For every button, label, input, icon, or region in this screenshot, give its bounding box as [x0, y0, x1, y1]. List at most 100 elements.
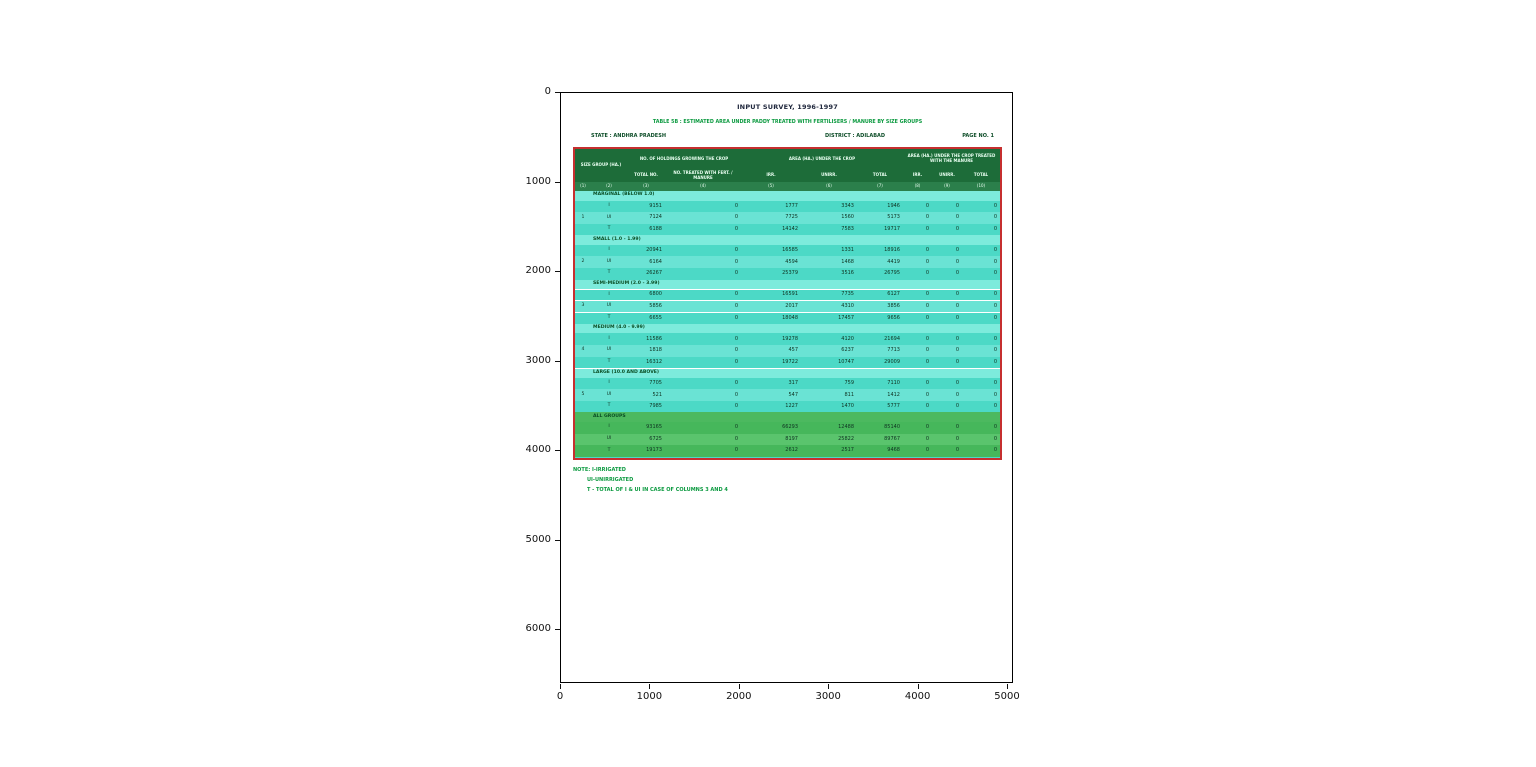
value-cell: 0 [665, 288, 741, 301]
size-group-label: MARGINAL (BELOW 1.0) [591, 191, 1000, 201]
value-cell: 0 [932, 256, 962, 268]
value-cell: 0 [903, 288, 932, 301]
value-cell: 0 [665, 256, 741, 268]
value-cell: 25822 [801, 433, 857, 446]
serial-cell: 4 [575, 344, 591, 357]
value-cell: 9656 [857, 311, 903, 324]
value-cell: 0 [903, 200, 932, 213]
table-header-cell: TOTAL NO. [627, 169, 665, 182]
size-group-table: SIZE GROUP (HA.) NO. OF HOLDINGS GROWING … [575, 149, 1000, 457]
irrigation-code-cell: UI [591, 433, 627, 446]
serial-cell [575, 377, 591, 390]
value-cell: 6127 [857, 288, 903, 301]
serial-cell [575, 200, 591, 213]
table-header-row: TOTAL NO. NO. TREATED WITH FERT. / MANURE… [575, 169, 1000, 182]
value-cell: 16585 [741, 244, 801, 257]
value-cell: 18916 [857, 244, 903, 257]
value-cell: 0 [903, 244, 932, 257]
irrigation-code-cell: I [591, 377, 627, 390]
value-cell: 0 [962, 223, 1000, 236]
value-cell: 2017 [741, 300, 801, 313]
table-header-cell: NO. TREATED WITH FERT. / MANURE [665, 169, 741, 182]
value-cell: 0 [903, 400, 932, 413]
value-cell: 0 [903, 445, 932, 457]
value-cell: 0 [665, 212, 741, 224]
irrigation-code-cell: T [591, 223, 627, 236]
irrigation-code-cell: T [591, 445, 627, 457]
footnote-line: UI-UNIRRIGATED [587, 477, 634, 483]
serial-cell [575, 445, 591, 457]
serial-cell: 2 [575, 256, 591, 268]
table-header-cell: IRR. [741, 169, 801, 182]
table-header-cell: (5) [741, 182, 801, 191]
value-cell: 0 [903, 356, 932, 369]
table-header-cell: TOTAL [857, 169, 903, 182]
serial-cell [575, 288, 591, 301]
plot-axes: INPUT SURVEY, 1996-1997 TABLE 5B : ESTIM… [560, 92, 1013, 683]
irrigation-code-cell: I [591, 288, 627, 301]
serial-cell [575, 400, 591, 413]
x-tick-label: 0 [556, 691, 564, 702]
table-data-row: 1 UI 7124 0 7725 1560 5173 0 0 0 [575, 212, 1000, 224]
value-cell: 457 [741, 344, 801, 357]
serial-cell: 5 [575, 389, 591, 401]
x-tick-mark [560, 684, 561, 689]
value-cell: 0 [962, 212, 1000, 224]
serial-cell [575, 412, 591, 422]
serial-cell [575, 367, 591, 378]
table-data-row: UI 6725 0 8197 25822 89767 0 0 0 [575, 433, 1000, 446]
value-cell: 0 [962, 421, 1000, 434]
serial-cell [575, 356, 591, 369]
table-header-row: SIZE GROUP (HA.) NO. OF HOLDINGS GROWING … [575, 149, 1000, 182]
value-cell: 89767 [857, 433, 903, 446]
value-cell: 21694 [857, 333, 903, 345]
value-cell: 4419 [857, 256, 903, 268]
irrigation-code-cell: I [591, 421, 627, 434]
value-cell: 0 [932, 223, 962, 236]
y-tick-label: 2000 [525, 265, 551, 276]
irrigation-code-cell: I [591, 244, 627, 257]
value-cell: 26267 [627, 267, 665, 280]
value-cell: 547 [741, 389, 801, 401]
value-cell: 0 [932, 333, 962, 345]
value-cell: 0 [962, 300, 1000, 313]
value-cell: 0 [903, 389, 932, 401]
table-data-row: I 9151 0 1777 3343 1946 0 0 0 [575, 200, 1000, 213]
value-cell: 0 [665, 356, 741, 369]
table-data-row: T 26267 0 25379 3516 26795 0 0 0 [575, 267, 1000, 280]
value-cell: 5777 [857, 400, 903, 413]
value-cell: 521 [627, 389, 665, 401]
value-cell: 0 [903, 344, 932, 357]
size-group-label-row: SMALL (1.0 - 1.99) [575, 235, 1000, 245]
state-label: STATE : ANDHRA PRADESH [591, 133, 666, 139]
value-cell: 0 [962, 244, 1000, 257]
x-tick-mark [828, 684, 830, 689]
serial-cell [575, 421, 591, 434]
page-number-label: PAGE NO. 1 [962, 133, 994, 139]
value-cell: 0 [962, 267, 1000, 280]
y-tick-label: 4000 [525, 444, 551, 455]
size-group-label: ALL GROUPS [591, 412, 1000, 422]
y-tick-mark [555, 539, 560, 541]
value-cell: 0 [962, 288, 1000, 301]
serial-cell [575, 311, 591, 324]
value-cell: 0 [903, 377, 932, 390]
serial-cell: 1 [575, 212, 591, 224]
serial-cell [575, 191, 591, 201]
table-header-cell: SIZE GROUP (HA.) [575, 149, 627, 182]
value-cell: 811 [801, 389, 857, 401]
value-cell: 0 [932, 288, 962, 301]
irrigation-code-cell: T [591, 267, 627, 280]
table-header-cell: IRR. [903, 169, 932, 182]
table-data-row: I 6800 0 16591 7735 6127 0 0 0 [575, 288, 1000, 301]
value-cell: 6188 [627, 223, 665, 236]
value-cell: 0 [665, 267, 741, 280]
table-header-cell: AREA (HA.) UNDER THE CROP TREATED WITH T… [903, 149, 1000, 169]
irrigation-code-cell: UI [591, 212, 627, 224]
table-data-row: 3 UI 5856 0 2017 4310 3856 0 0 0 [575, 300, 1000, 313]
value-cell: 0 [932, 445, 962, 457]
table-data-row: 2 UI 6164 0 4594 1468 4419 0 0 0 [575, 256, 1000, 268]
size-group-label-row: MARGINAL (BELOW 1.0) [575, 191, 1000, 201]
serial-cell [575, 267, 591, 280]
value-cell: 12488 [801, 421, 857, 434]
